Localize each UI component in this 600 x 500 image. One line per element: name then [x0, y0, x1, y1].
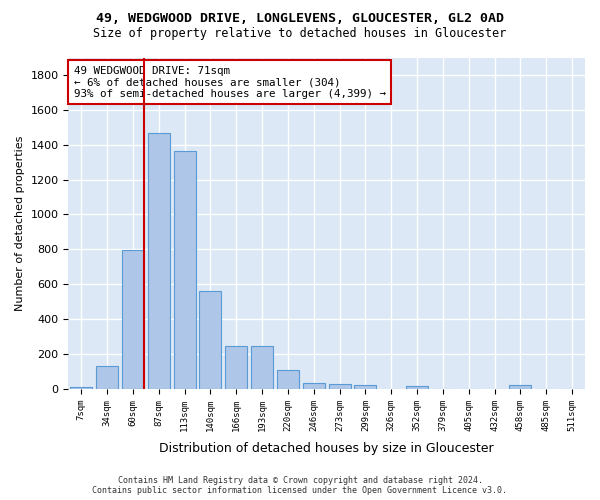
Bar — [96, 366, 118, 389]
Bar — [251, 346, 273, 389]
Text: 49, WEDGWOOD DRIVE, LONGLEVENS, GLOUCESTER, GL2 0AD: 49, WEDGWOOD DRIVE, LONGLEVENS, GLOUCEST… — [96, 12, 504, 26]
Bar — [355, 384, 376, 389]
Bar — [303, 383, 325, 389]
Bar — [148, 134, 170, 389]
Text: 49 WEDGWOOD DRIVE: 71sqm
← 6% of detached houses are smaller (304)
93% of semi-d: 49 WEDGWOOD DRIVE: 71sqm ← 6% of detache… — [74, 66, 386, 99]
Bar — [329, 384, 350, 389]
Text: Size of property relative to detached houses in Gloucester: Size of property relative to detached ho… — [94, 28, 506, 40]
Bar — [122, 250, 144, 389]
Y-axis label: Number of detached properties: Number of detached properties — [15, 136, 25, 311]
Bar — [277, 370, 299, 389]
Text: Contains HM Land Registry data © Crown copyright and database right 2024.
Contai: Contains HM Land Registry data © Crown c… — [92, 476, 508, 495]
Bar — [70, 387, 92, 389]
Bar — [199, 291, 221, 389]
Bar — [406, 386, 428, 389]
Bar — [173, 151, 196, 389]
X-axis label: Distribution of detached houses by size in Gloucester: Distribution of detached houses by size … — [160, 442, 494, 455]
Bar — [509, 386, 532, 389]
Bar — [226, 346, 247, 389]
